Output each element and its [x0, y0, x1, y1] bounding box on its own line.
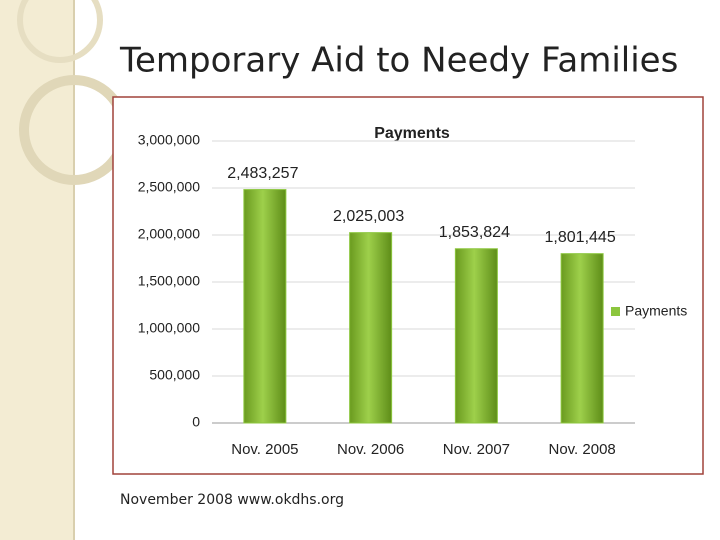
value-label: 1,801,445 [545, 229, 616, 246]
footer: November 2008 www.okdhs.org [120, 492, 344, 508]
x-tick-label: Nov. 2008 [548, 441, 615, 458]
value-label: 2,025,003 [333, 208, 404, 225]
y-tick-label: 2,000,000 [138, 226, 200, 242]
value-label: 2,483,257 [227, 165, 298, 182]
y-tick-label: 1,000,000 [138, 320, 200, 336]
x-tick-label: Nov. 2007 [443, 441, 510, 458]
chart-frame [112, 96, 704, 475]
slide-title: Temporary Aid to Needy Families [119, 41, 678, 81]
y-tick-label: 0 [192, 414, 200, 430]
legend-label: Payments [625, 303, 687, 319]
decor-circle [17, 0, 103, 63]
legend-swatch [611, 307, 620, 316]
bar [560, 253, 604, 424]
y-tick-label: 2,500,000 [138, 179, 200, 195]
x-tick-label: Nov. 2006 [337, 441, 404, 458]
y-tick-label: 3,000,000 [138, 132, 200, 148]
chart-title: Payments [374, 125, 450, 142]
y-tick-label: 1,500,000 [138, 273, 200, 289]
y-tick-label: 500,000 [149, 367, 200, 383]
bar [454, 248, 498, 424]
x-tick-label: Nov. 2005 [231, 441, 298, 458]
bar [243, 189, 287, 424]
bar [349, 232, 393, 424]
value-label: 1,853,824 [439, 224, 510, 241]
